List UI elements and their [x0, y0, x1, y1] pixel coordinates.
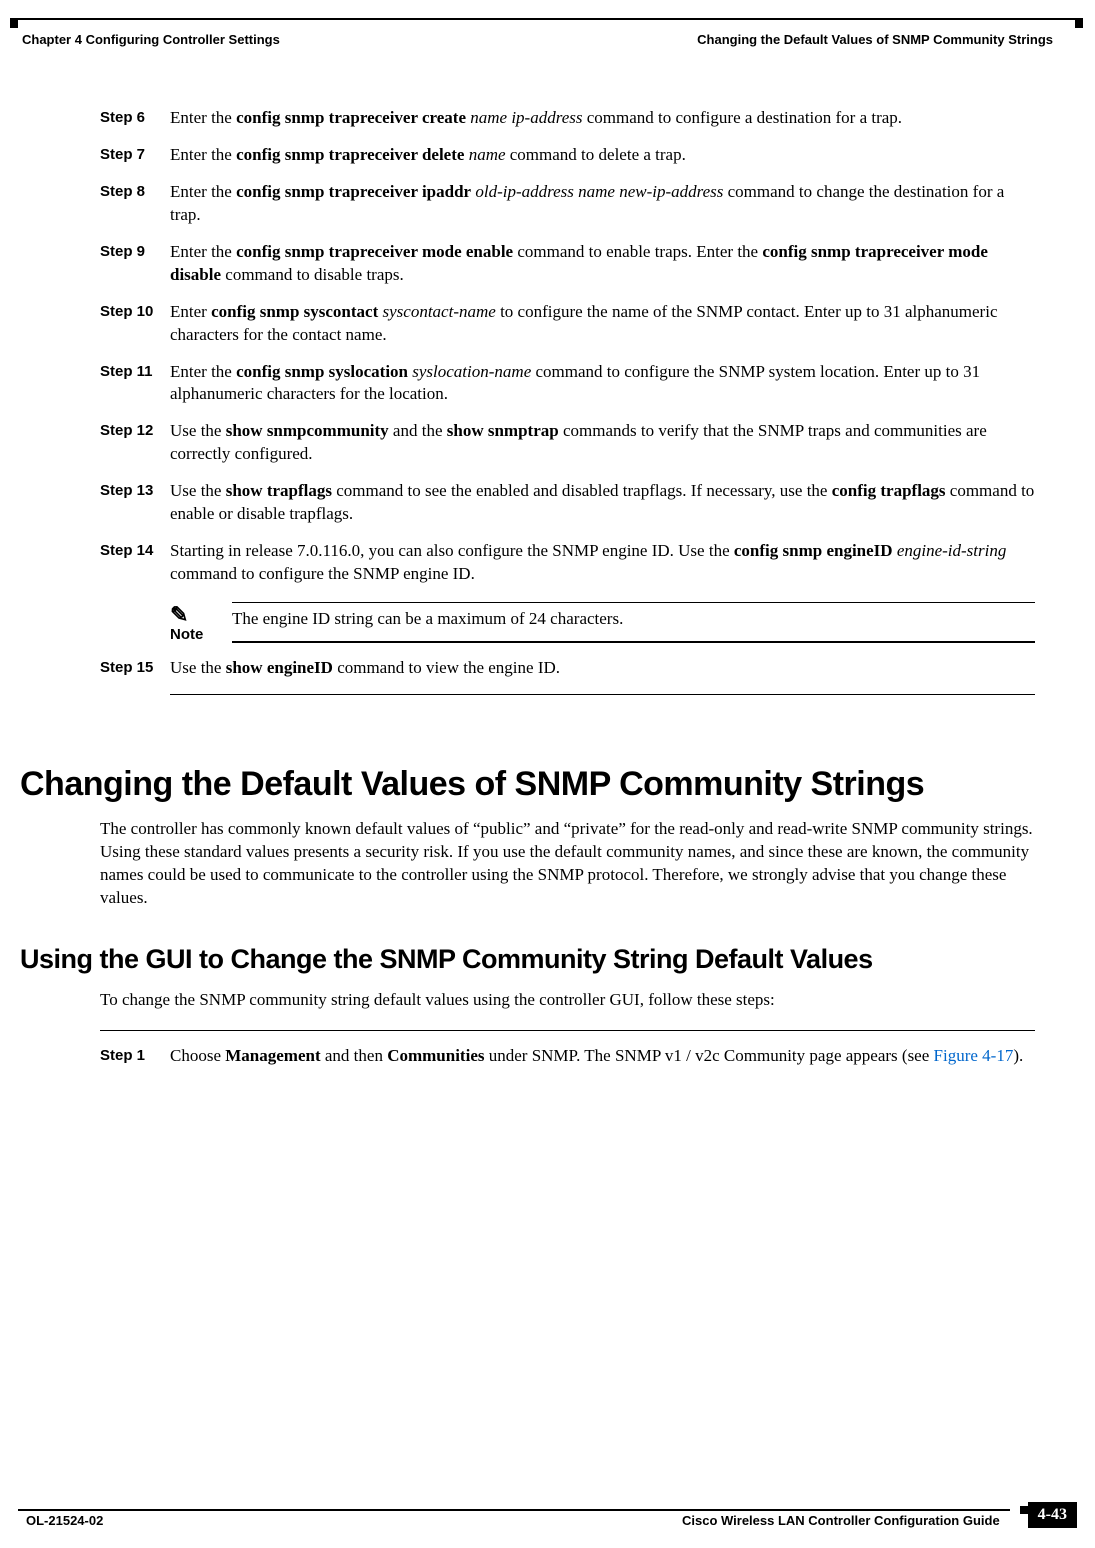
step-12: Step 12 Use the show snmpcommunity and t…: [100, 420, 1035, 466]
note-icon: ✎: [170, 602, 188, 627]
step-label: Step 6: [100, 107, 170, 130]
footer-notch-icon: [1020, 1506, 1028, 1514]
step-body: Choose Management and then Communities u…: [170, 1045, 1035, 1068]
step-label: Step 10: [100, 301, 170, 347]
header-section: Changing the Default Values of SNMP Comm…: [697, 32, 1053, 47]
step-14: Step 14 Starting in release 7.0.116.0, y…: [100, 540, 1035, 586]
header-chapter: Chapter 4 Configuring Controller Setting…: [22, 32, 280, 47]
step-15: Step 15 Use the show engineID command to…: [100, 657, 1035, 680]
step-body: Starting in release 7.0.116.0, you can a…: [170, 540, 1035, 586]
step-body: Enter the config snmp trapreceiver creat…: [170, 107, 1035, 130]
step-label: Step 14: [100, 540, 170, 586]
step-label: Step 7: [100, 144, 170, 167]
step-11: Step 11 Enter the config snmp syslocatio…: [100, 361, 1035, 407]
steps-start-rule: [100, 1030, 1035, 1031]
step-label: Step 9: [100, 241, 170, 287]
step-body: Enter the config snmp syslocation sysloc…: [170, 361, 1035, 407]
step-6: Step 6 Enter the config snmp trapreceive…: [100, 107, 1035, 130]
step-9: Step 9 Enter the config snmp trapreceive…: [100, 241, 1035, 287]
step-body: Enter the config snmp trapreceiver mode …: [170, 241, 1035, 287]
step-13: Step 13 Use the show trapflags command t…: [100, 480, 1035, 526]
step-body: Use the show trapflags command to see th…: [170, 480, 1035, 526]
header-corner-left: [10, 18, 18, 28]
note-text: The engine ID string can be a maximum of…: [232, 602, 1035, 643]
heading-h1: Changing the Default Values of SNMP Comm…: [20, 765, 1035, 804]
step-body: Use the show engineID command to view th…: [170, 657, 1035, 680]
step-body: Use the show snmpcommunity and the show …: [170, 420, 1035, 466]
step-label: Step 8: [100, 181, 170, 227]
step-8: Step 8 Enter the config snmp trapreceive…: [100, 181, 1035, 227]
header-corner-right: [1075, 18, 1083, 28]
footer-page-number: 4-43: [1028, 1502, 1077, 1528]
step-label: Step 15: [100, 657, 170, 680]
footer-guide-title: Cisco Wireless LAN Controller Configurat…: [103, 1513, 1009, 1528]
intro-paragraph: The controller has commonly known defaul…: [100, 818, 1035, 910]
step-label: Step 13: [100, 480, 170, 526]
footer-docid: OL-21524-02: [18, 1513, 103, 1528]
step-body: Enter the config snmp trapreceiver ipadd…: [170, 181, 1035, 227]
heading-h2: Using the GUI to Change the SNMP Communi…: [20, 944, 1035, 975]
section-end-rule: [170, 694, 1035, 695]
step-body: Enter the config snmp trapreceiver delet…: [170, 144, 1035, 167]
page-footer: OL-21524-02 Cisco Wireless LAN Controlle…: [18, 1502, 1077, 1528]
figure-link[interactable]: Figure 4-17: [934, 1046, 1014, 1065]
step-label: Step 12: [100, 420, 170, 466]
step-10: Step 10 Enter config snmp syscontact sys…: [100, 301, 1035, 347]
step-b1: Step 1 Choose Management and then Commun…: [100, 1045, 1035, 1068]
intro-paragraph-2: To change the SNMP community string defa…: [100, 989, 1035, 1012]
note-block: ✎ Note The engine ID string can be a max…: [170, 602, 1035, 643]
note-label: Note: [170, 626, 232, 643]
step-7: Step 7 Enter the config snmp trapreceive…: [100, 144, 1035, 167]
header-rule: [18, 18, 1075, 20]
step-label: Step 1: [100, 1045, 170, 1068]
step-label: Step 11: [100, 361, 170, 407]
step-body: Enter config snmp syscontact syscontact-…: [170, 301, 1035, 347]
